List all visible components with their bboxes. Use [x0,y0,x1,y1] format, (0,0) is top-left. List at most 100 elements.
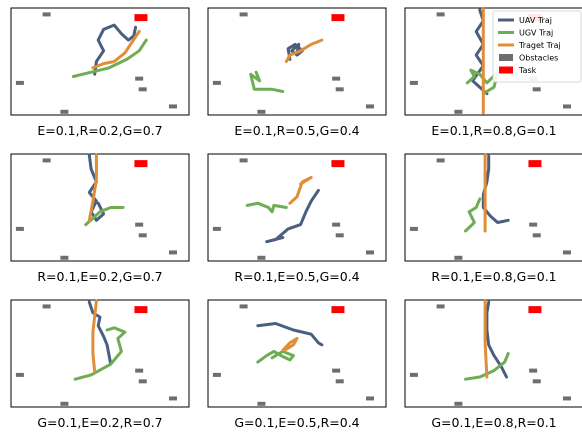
panel-9: G=0.1,E=0.8,R=0.1 [404,299,582,430]
uav-trajectory [93,23,138,76]
panel-caption: G=0.1,E=0.5,R=0.4 [234,415,359,430]
ugv-trajectory [249,70,285,93]
obstacle-marker [365,396,374,401]
legend-entry: UGV Traj [519,29,553,38]
legend-swatch-patch [499,66,513,74]
obstacle-marker [212,80,221,85]
target-trajectory [87,153,98,222]
target-trajectory [284,38,324,63]
ugv-trajectory [256,349,295,364]
obstacle-marker [257,401,266,406]
ugv-trajectory [245,201,288,214]
task-marker [528,306,542,314]
obstacle-marker [212,226,221,231]
obstacle-marker [168,250,177,255]
obstacle-marker [529,222,538,227]
legend-entry: UAV Traj [519,16,552,25]
obstacle-marker [42,304,51,309]
uav-trajectory [87,300,113,366]
obstacle-marker [257,109,266,114]
panel-frame [207,7,387,116]
task-marker [528,160,542,168]
panel-1: E=0.1,R=0.2,G=0.7 [10,7,190,138]
obstacle-marker [365,104,374,109]
obstacle-marker [60,401,69,406]
panel-5: R=0.1,E=0.5,G=0.4 [207,153,387,284]
ugv-trajectory [464,352,510,381]
obstacle-marker [42,158,51,163]
obstacle-marker [454,255,463,260]
task-marker [134,14,148,22]
task-marker [331,160,345,168]
panel-caption: E=0.1,R=0.8,G=0.1 [431,123,556,138]
panel-caption: G=0.1,E=0.8,R=0.1 [431,415,556,430]
obstacle-marker [239,158,248,163]
obstacle-marker [529,368,538,373]
obstacle-marker [168,104,177,109]
obstacle-marker [212,372,221,377]
obstacle-marker [15,80,24,85]
obstacle-marker [409,226,418,231]
obstacle-marker [332,368,341,373]
target-trajectory [91,299,98,374]
uav-trajectory [286,42,304,61]
obstacle-marker [562,250,571,255]
obstacle-marker [42,12,51,17]
legend-swatch-patch [499,54,513,61]
panel-frame [207,153,387,262]
obstacle-marker [562,396,571,401]
panel-frame [10,7,190,116]
panel-caption: R=0.1,E=0.5,G=0.4 [234,269,359,284]
task-marker [331,306,345,314]
ugv-trajectory [71,38,148,78]
target-trajectory [91,30,141,70]
obstacle-marker [532,233,541,238]
target-trajectory [483,299,489,379]
panel-caption: E=0.1,R=0.5,G=0.4 [234,123,359,138]
panel-caption: G=0.1,E=0.2,R=0.7 [37,415,162,430]
panel-8: G=0.1,E=0.5,R=0.4 [207,299,387,430]
task-marker [134,160,148,168]
obstacle-marker [365,250,374,255]
panel-7: G=0.1,E=0.2,R=0.7 [10,299,190,430]
obstacle-marker [135,368,144,373]
panel-caption: E=0.1,R=0.2,G=0.7 [37,123,162,138]
panel-4: R=0.1,E=0.2,G=0.7 [10,153,190,284]
obstacle-marker [454,401,463,406]
obstacle-marker [562,104,571,109]
obstacle-marker [335,379,344,384]
legend-entry: Obstacles [519,54,558,63]
obstacle-marker [335,233,344,238]
panel-caption: R=0.1,E=0.2,G=0.7 [37,269,162,284]
target-trajectory [281,337,299,352]
obstacle-marker [335,87,344,92]
target-trajectory [288,176,313,205]
obstacle-marker [436,158,445,163]
obstacle-marker [332,76,341,81]
panel-caption: R=0.1,E=0.8,G=0.1 [431,269,556,284]
obstacle-marker [15,226,24,231]
obstacle-marker [239,12,248,17]
obstacle-marker [60,109,69,114]
obstacle-marker [135,76,144,81]
panel-frame [207,299,387,408]
panel-6: R=0.1,E=0.8,G=0.1 [404,153,582,284]
obstacle-marker [409,80,418,85]
legend-entry: Task [518,66,537,75]
task-marker [134,306,148,314]
obstacle-marker [168,396,177,401]
obstacle-marker [436,304,445,309]
obstacle-marker [15,372,24,377]
obstacle-marker [436,12,445,17]
obstacle-marker [138,379,147,384]
obstacle-marker [454,109,463,114]
obstacle-marker [257,255,266,260]
obstacle-marker [239,304,248,309]
uav-trajectory [481,154,510,224]
obstacle-marker [138,233,147,238]
obstacle-marker [332,222,341,227]
obstacle-marker [409,372,418,377]
ugv-trajectory [464,197,482,233]
obstacle-marker [60,255,69,260]
